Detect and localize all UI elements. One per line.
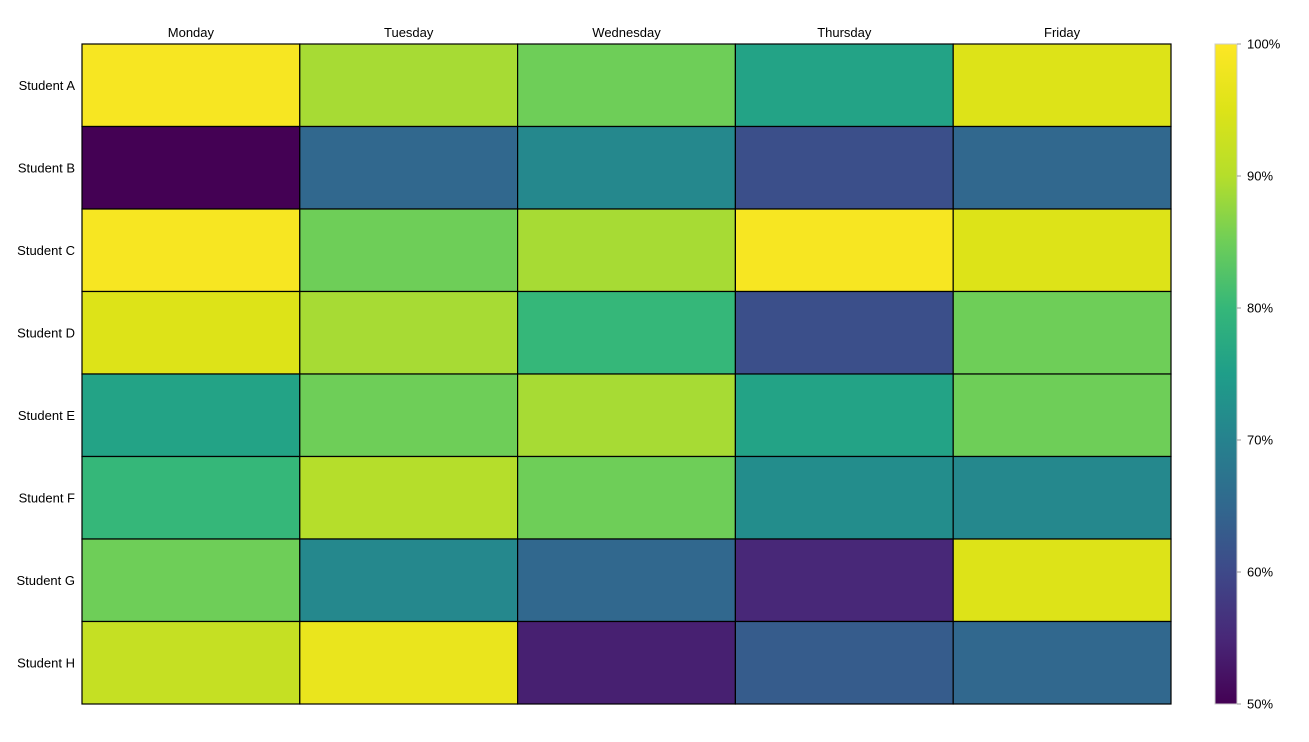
heatmap-cell [81, 208, 301, 293]
column-label: Tuesday [384, 25, 434, 40]
row-label: Student D [17, 325, 75, 340]
colorbar-tick-label: 70% [1247, 433, 1273, 448]
heatmap-cell [299, 125, 519, 210]
heatmap-cell [516, 373, 736, 458]
heatmap-cell [952, 455, 1172, 540]
row-label: Student F [19, 490, 75, 505]
column-labels: Monday Tuesday Wednesday Thursday Friday [168, 25, 1081, 40]
heatmap-cell [952, 125, 1172, 210]
colorbar-tick-label: 90% [1247, 169, 1273, 184]
heatmap-cell [952, 620, 1172, 705]
heatmap-cell [81, 43, 301, 128]
heatmap-cell [516, 290, 736, 375]
column-label: Wednesday [592, 25, 661, 40]
row-label: Student A [19, 78, 76, 93]
heatmap-cell [734, 43, 954, 128]
colorbar-tick-label: 50% [1247, 697, 1273, 712]
heatmap-cell [299, 43, 519, 128]
colorbar-tick-label: 80% [1247, 301, 1273, 316]
heatmap-cell [734, 538, 954, 623]
heatmap-cell [952, 290, 1172, 375]
heatmap-cell [81, 125, 301, 210]
colorbar: 100% 90% 80% 70% 60% 50% [1214, 37, 1281, 712]
heatmap-cell [81, 538, 301, 623]
row-label: Student C [17, 243, 75, 258]
heatmap-cell [81, 373, 301, 458]
column-label: Monday [168, 25, 215, 40]
heatmap-cell [81, 455, 301, 540]
column-label: Thursday [817, 25, 872, 40]
heatmap-cell [299, 208, 519, 293]
heatmap-cell [516, 620, 736, 705]
heatmap-cell [299, 538, 519, 623]
heatmap-cell [516, 125, 736, 210]
heatmap-cell [734, 455, 954, 540]
heatmap-cell [81, 290, 301, 375]
heatmap-cell [299, 455, 519, 540]
heatmap-cell [299, 373, 519, 458]
colorbar-gradient [1214, 43, 1238, 705]
heatmap-cell [734, 125, 954, 210]
heatmap-cell [299, 620, 519, 705]
heatmap-cell [952, 43, 1172, 128]
heatmap-cell [299, 290, 519, 375]
heatmap-cell [952, 373, 1172, 458]
heatmap-cell [81, 620, 301, 705]
heatmap-cell [952, 208, 1172, 293]
heatmap-cells [81, 43, 1172, 705]
heatmap-cell [952, 538, 1172, 623]
heatmap-cell [734, 290, 954, 375]
row-label: Student G [16, 573, 75, 588]
heatmap-cell [734, 620, 954, 705]
colorbar-tick-label: 100% [1247, 37, 1281, 52]
column-label: Friday [1044, 25, 1081, 40]
heatmap-cell [734, 208, 954, 293]
heatmap-cell [516, 43, 736, 128]
heatmap-cell [516, 208, 736, 293]
colorbar-tick-label: 60% [1247, 565, 1273, 580]
row-label: Student H [17, 655, 75, 670]
row-labels: Student A Student B Student C Student D Stud… [16, 78, 75, 671]
heatmap-cell [516, 538, 736, 623]
row-label: Student B [18, 160, 75, 175]
heatmap-cell [516, 455, 736, 540]
row-label: Student E [18, 408, 75, 423]
heatmap-cell [734, 373, 954, 458]
